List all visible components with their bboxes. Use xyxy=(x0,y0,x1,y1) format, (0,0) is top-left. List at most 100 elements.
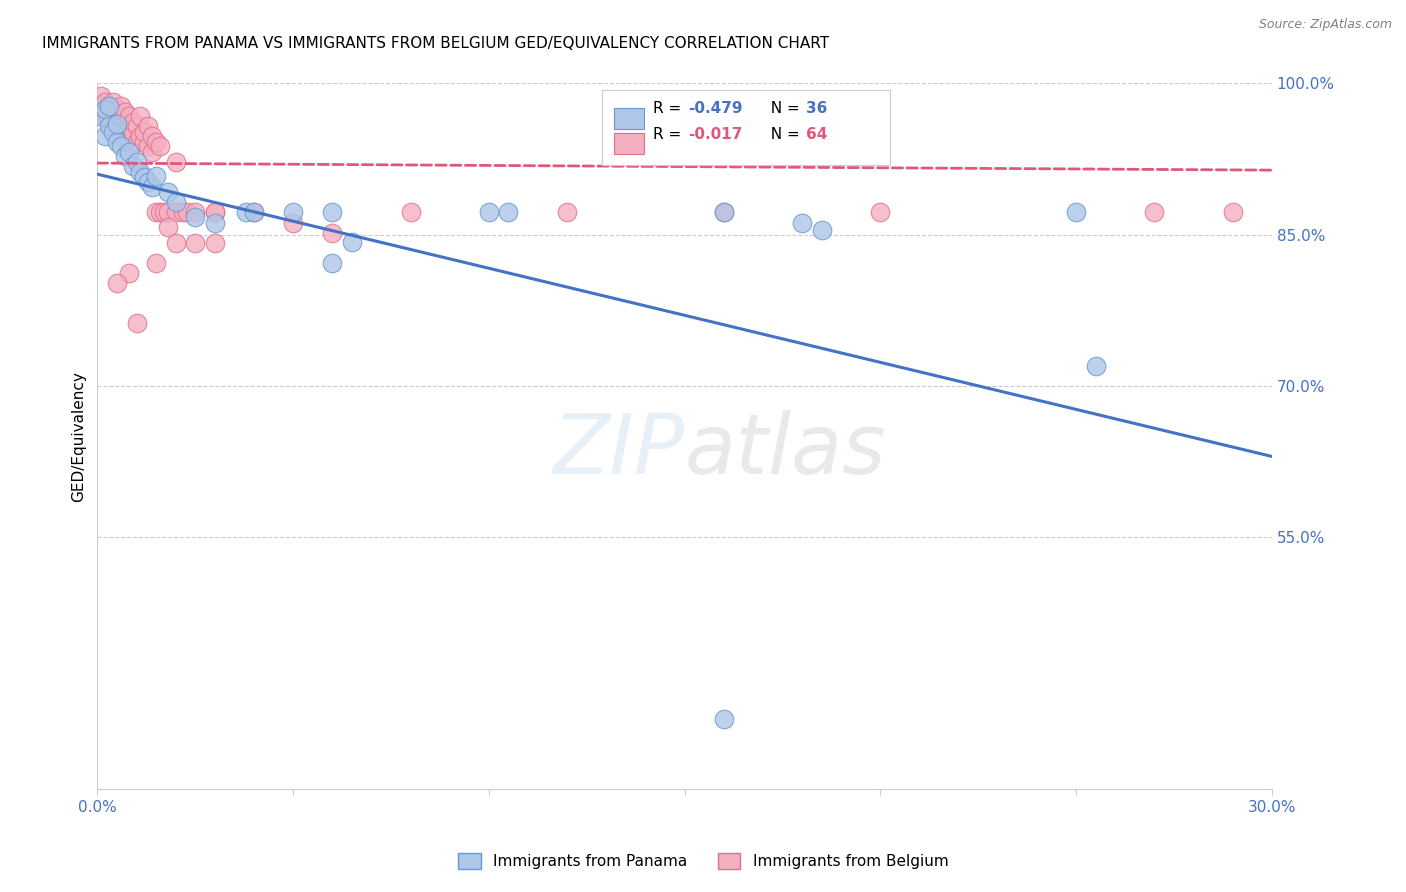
Point xyxy=(204,205,226,219)
Point xyxy=(1084,359,1107,373)
Text: N =: N = xyxy=(761,128,804,142)
Point xyxy=(94,102,117,116)
Text: IMMIGRANTS FROM PANAMA VS IMMIGRANTS FROM BELGIUM GED/EQUIVALENCY CORRELATION CH: IMMIGRANTS FROM PANAMA VS IMMIGRANTS FRO… xyxy=(42,36,830,51)
Point xyxy=(165,155,187,169)
FancyBboxPatch shape xyxy=(602,90,890,165)
Point xyxy=(125,119,148,133)
Point xyxy=(156,205,179,219)
Point xyxy=(90,98,112,112)
Point xyxy=(281,216,304,230)
Point xyxy=(176,205,198,219)
Point xyxy=(713,205,735,219)
Point xyxy=(98,119,121,133)
Text: R =: R = xyxy=(652,128,686,142)
Text: 36: 36 xyxy=(806,101,827,116)
Point xyxy=(98,98,121,112)
Text: ZIP: ZIP xyxy=(553,410,685,491)
Point xyxy=(713,205,735,219)
Text: Source: ZipAtlas.com: Source: ZipAtlas.com xyxy=(1258,18,1392,31)
Point xyxy=(125,135,148,149)
Point xyxy=(121,114,143,128)
Point xyxy=(790,216,813,230)
Point xyxy=(399,205,422,219)
Text: N =: N = xyxy=(761,101,804,116)
Point xyxy=(118,266,141,280)
Point xyxy=(110,119,132,133)
Point xyxy=(134,170,156,185)
Point xyxy=(101,119,124,133)
Point xyxy=(340,235,363,249)
Point xyxy=(134,125,156,139)
Point xyxy=(165,195,187,210)
Point xyxy=(121,159,143,173)
Point xyxy=(90,88,112,103)
Point xyxy=(118,145,141,159)
Point xyxy=(94,109,117,123)
Point xyxy=(110,139,132,153)
Point xyxy=(165,235,187,250)
Point xyxy=(136,139,159,153)
Point xyxy=(98,98,121,112)
Point xyxy=(243,205,266,219)
Point xyxy=(110,109,132,123)
Point xyxy=(114,135,136,149)
Point xyxy=(105,117,128,131)
Point xyxy=(98,104,121,119)
Point xyxy=(184,210,207,224)
Point xyxy=(156,219,179,234)
Point xyxy=(105,135,128,149)
Y-axis label: GED/Equivalency: GED/Equivalency xyxy=(72,371,86,501)
Point xyxy=(105,114,128,128)
Point xyxy=(321,256,343,270)
Point xyxy=(110,98,132,112)
Point xyxy=(1143,205,1166,219)
Text: atlas: atlas xyxy=(685,410,886,491)
Point xyxy=(101,109,124,123)
Point xyxy=(1222,205,1244,219)
Point xyxy=(105,104,128,119)
Point xyxy=(204,205,226,219)
Point xyxy=(114,114,136,128)
Point xyxy=(321,205,343,219)
Point xyxy=(145,135,167,149)
Point xyxy=(105,102,128,116)
Point xyxy=(125,155,148,169)
Point xyxy=(156,186,179,200)
Point xyxy=(94,104,117,119)
Point xyxy=(134,135,156,149)
Point xyxy=(184,205,207,219)
Point xyxy=(129,128,152,143)
Point xyxy=(98,114,121,128)
Text: 64: 64 xyxy=(806,128,827,142)
Text: R =: R = xyxy=(652,101,686,116)
Point xyxy=(1064,205,1087,219)
Point xyxy=(118,109,141,123)
Point xyxy=(555,205,578,219)
Point xyxy=(94,95,117,109)
Point xyxy=(281,205,304,219)
Point xyxy=(141,128,163,143)
Point xyxy=(125,317,148,331)
Point xyxy=(713,712,735,726)
Point xyxy=(121,125,143,139)
Point xyxy=(105,276,128,290)
Point xyxy=(243,205,266,219)
Point xyxy=(114,149,136,163)
Point xyxy=(129,165,152,179)
Point xyxy=(145,256,167,270)
Point xyxy=(136,175,159,189)
FancyBboxPatch shape xyxy=(614,133,644,154)
Point xyxy=(118,119,141,133)
Point xyxy=(184,235,207,250)
Point xyxy=(204,216,226,230)
Point xyxy=(173,205,195,219)
Point xyxy=(145,169,167,184)
Point xyxy=(498,205,520,219)
Point xyxy=(101,125,124,139)
Point xyxy=(149,205,172,219)
Point xyxy=(90,109,112,123)
Point xyxy=(141,145,163,159)
Point xyxy=(869,205,891,219)
Point xyxy=(204,235,226,250)
Point xyxy=(94,128,117,143)
